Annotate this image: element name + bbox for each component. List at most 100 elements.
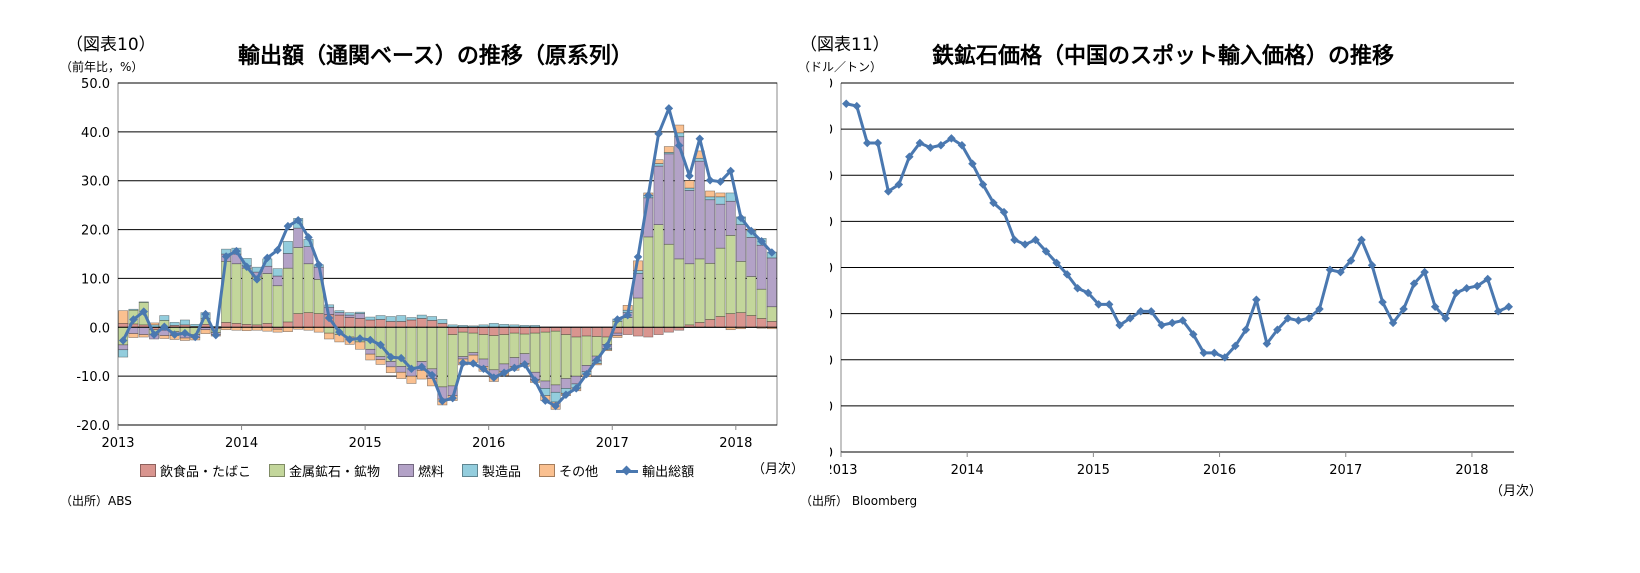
iron-ore-price-point	[1062, 270, 1072, 279]
x-tick-label: 2016	[472, 436, 505, 451]
iron-ore-price-point	[842, 99, 851, 108]
bar-segment	[324, 304, 335, 308]
x-tick-label: 2017	[1329, 463, 1362, 478]
bar-segment	[468, 352, 479, 356]
bar-segment	[694, 258, 705, 323]
legend-label: 燃料	[418, 465, 445, 480]
bar-segment	[581, 326, 592, 337]
bar-segment	[365, 319, 376, 328]
bar-segment	[365, 353, 376, 361]
bar-segment	[530, 332, 540, 373]
bar-segment	[653, 163, 664, 167]
bar-segment	[746, 276, 757, 316]
y-tick-label: 50.0	[81, 77, 110, 92]
iron-ore-price-point	[1104, 300, 1114, 309]
legend-swatch	[462, 464, 479, 477]
total-exports-point	[468, 359, 478, 368]
total-exports-point	[623, 310, 632, 320]
bar-segment	[509, 332, 520, 358]
legend-item: 輸出総額	[616, 461, 694, 480]
bar-segment	[385, 366, 396, 374]
bar-segment	[705, 196, 716, 201]
x-tick-label: 2015	[349, 436, 382, 451]
iron-ore-price-point	[1430, 302, 1440, 311]
bar-segment	[766, 257, 777, 308]
bar-segment	[715, 196, 726, 205]
total-exports-point	[314, 260, 324, 269]
bar-segment	[231, 263, 242, 324]
bar-segment	[437, 323, 448, 328]
x-tick-label: 2016	[1203, 463, 1236, 478]
bar-segment	[653, 165, 664, 225]
bar-segment	[169, 322, 180, 326]
bar-segment	[581, 335, 592, 366]
bar-segment	[540, 326, 551, 333]
bar-segment	[179, 319, 190, 326]
bar-segment	[385, 361, 396, 368]
bar-segment	[416, 369, 427, 380]
bar-segment	[365, 316, 376, 321]
bar-segment	[272, 285, 283, 328]
bar-segment	[282, 326, 293, 332]
bar-segment	[571, 326, 582, 338]
bar-segment	[375, 356, 386, 360]
bar-segment	[303, 263, 314, 313]
bar-segment	[447, 334, 458, 387]
bar-segment	[344, 314, 355, 318]
bar-segment	[663, 146, 674, 153]
iron-ore-price-line	[845, 102, 1510, 359]
bar-segment	[282, 267, 293, 323]
bar-segment	[416, 318, 427, 328]
bar-segment	[344, 312, 355, 316]
total-exports-point	[541, 396, 550, 405]
bar-segment	[736, 224, 746, 262]
y-tick-label: 30.0	[81, 175, 110, 190]
chart-title: 輸出額（通関ベース）の推移（原系列）	[238, 44, 633, 69]
y-tick-label: 140	[830, 123, 833, 138]
bar-segment	[457, 331, 468, 357]
bar-segment	[663, 243, 674, 328]
x-tick-label: 2014	[225, 436, 258, 451]
total-exports-point	[283, 221, 293, 231]
bar-segment	[478, 326, 489, 335]
bar-segment	[756, 244, 767, 290]
iron-ore-price-point	[1125, 313, 1135, 323]
iron-ore-panel: （図表11） 鉄鉱石価格（中国のスポット輸入価格）の推移 （ドル／トン） 0 20…	[798, 0, 1640, 573]
iron-ore-price-point	[1441, 313, 1450, 323]
bar-segment	[663, 326, 674, 333]
exports-panel: （図表10） 輸出額（通関ベース）の推移（原系列） （前年比，%） -20.0-…	[0, 0, 830, 573]
bar-segment	[746, 237, 757, 277]
total-exports-point	[695, 134, 705, 143]
bar-segment	[406, 326, 417, 370]
bar-segment	[694, 322, 705, 328]
bar-segment	[437, 326, 448, 388]
bar-segment	[437, 319, 448, 324]
bar-segment	[643, 326, 654, 338]
bar-segment	[684, 180, 695, 189]
bar-segment	[118, 344, 129, 351]
iron-ore-chart: 0 20 40 60 80 100 120 140 160 2013 2014 2015 2016 201…	[830, 77, 1514, 478]
legend-item: 飲食品・たばこ	[140, 461, 251, 480]
iron-ore-price-point	[1178, 316, 1188, 325]
y-tick-label: 100	[830, 215, 833, 230]
iron-ore-price-point	[863, 138, 872, 148]
y-tick-label: 80	[830, 262, 833, 277]
bar-segment	[303, 246, 314, 265]
bar-segment	[282, 321, 293, 328]
bar-segment	[138, 334, 149, 338]
bar-segment	[519, 333, 530, 354]
bar-segment	[468, 332, 479, 353]
total-exports-point	[499, 368, 509, 377]
bar-segment	[560, 378, 571, 389]
total-exports-point	[396, 353, 406, 363]
source-label: （出所）ABS	[60, 494, 132, 508]
total-exports-point	[458, 358, 468, 368]
bar-segment	[674, 258, 685, 328]
total-exports-point	[448, 393, 457, 403]
bar-segment	[272, 328, 283, 333]
total-exports-point	[438, 396, 447, 406]
bar-segment	[355, 311, 365, 314]
bar-segment	[427, 320, 438, 328]
bar-segment	[262, 323, 273, 328]
total-exports-point	[551, 401, 560, 411]
